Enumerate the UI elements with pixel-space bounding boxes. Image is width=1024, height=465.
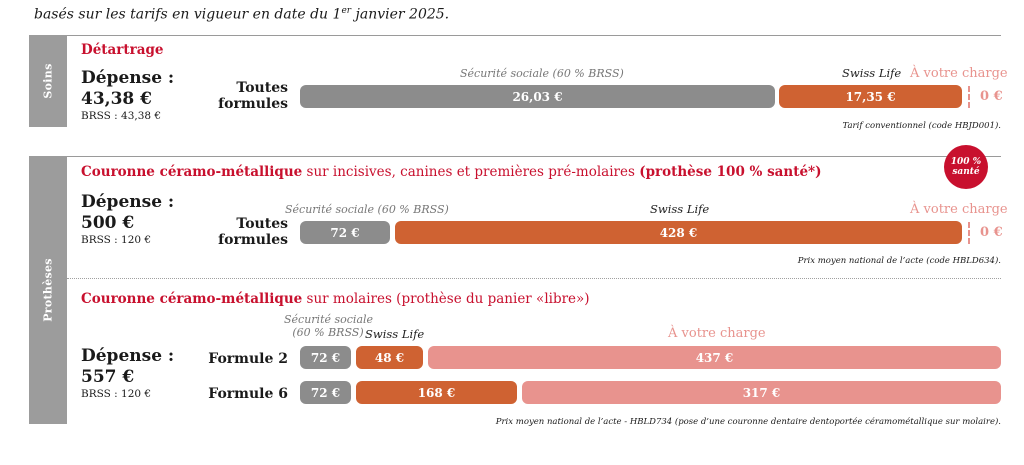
brss-value: BRSS : 120 € <box>81 388 152 400</box>
act-title-couronne-2: Couronne céramo-métallique sur molaires … <box>81 291 590 307</box>
brss-value: BRSS : 43,38 € <box>81 110 162 122</box>
formule-label: Toutes formules <box>218 80 288 112</box>
swiss-caption: Swiss Life <box>842 66 902 80</box>
swiss-caption: Swiss Life <box>365 327 425 341</box>
depense-label: Dépense : <box>81 192 175 212</box>
page-subtitle: basés sur les tarifs en vigueur en date … <box>34 6 450 23</box>
bar-secu: 72 € <box>300 346 351 369</box>
charge-caption: À votre charge <box>910 66 1008 81</box>
bar-swiss-life: 17,35 € <box>779 85 962 108</box>
depense-value: 500 € <box>81 213 135 233</box>
charge-value: 0 € <box>980 89 1003 104</box>
act-title-detartrage: Détartrage <box>81 42 164 58</box>
bar-votre-charge: 437 € <box>428 346 1001 369</box>
badge-100-sante: 100 % santé <box>944 145 988 189</box>
depense-value: 43,38 € <box>81 89 152 109</box>
secu-caption: Sécurité sociale (60 % BRSS) <box>460 67 624 80</box>
formule-label: Formule 6 <box>208 386 288 402</box>
act-title-couronne-1: Couronne céramo-métallique sur incisives… <box>81 164 822 180</box>
footnote-code: Prix moyen national de l’acte (code HBLD… <box>797 256 1001 266</box>
dotted-separator <box>67 278 1001 279</box>
bar-swiss-life: 428 € <box>395 221 962 244</box>
charge-caption: À votre charge <box>668 326 766 341</box>
bar-votre-charge: 317 € <box>522 381 1001 404</box>
section-divider <box>67 156 1001 157</box>
depense-value: 557 € <box>81 367 135 387</box>
bar-secu: 72 € <box>300 381 351 404</box>
footnote-code: Tarif conventionnel (code HBJD001). <box>842 121 1001 131</box>
depense-label: Dépense : <box>81 346 175 366</box>
secu-caption: Sécurité sociale (60 % BRSS) <box>284 313 374 339</box>
depense-label: Dépense : <box>81 68 175 88</box>
charge-dash <box>968 86 970 108</box>
charge-caption: À votre charge <box>910 202 1008 217</box>
bar-swiss-life: 168 € <box>356 381 517 404</box>
secu-caption: Sécurité sociale (60 % BRSS) <box>285 203 449 216</box>
section-divider <box>67 35 1001 36</box>
side-tab-soins: Soins <box>29 35 67 127</box>
charge-dash <box>968 222 970 244</box>
bar-swiss-life: 48 € <box>356 346 423 369</box>
formule-label: Formule 2 <box>208 351 288 367</box>
bar-secu: 72 € <box>300 221 390 244</box>
bar-secu: 26,03 € <box>300 85 775 108</box>
swiss-caption: Swiss Life <box>650 202 710 216</box>
charge-value: 0 € <box>980 225 1003 240</box>
formule-label: Toutes formules <box>218 216 288 248</box>
brss-value: BRSS : 120 € <box>81 234 152 246</box>
footnote-code: Prix moyen national de l’acte - HBLD734 … <box>495 417 1001 427</box>
side-tab-protheses: Prothèses <box>29 156 67 424</box>
